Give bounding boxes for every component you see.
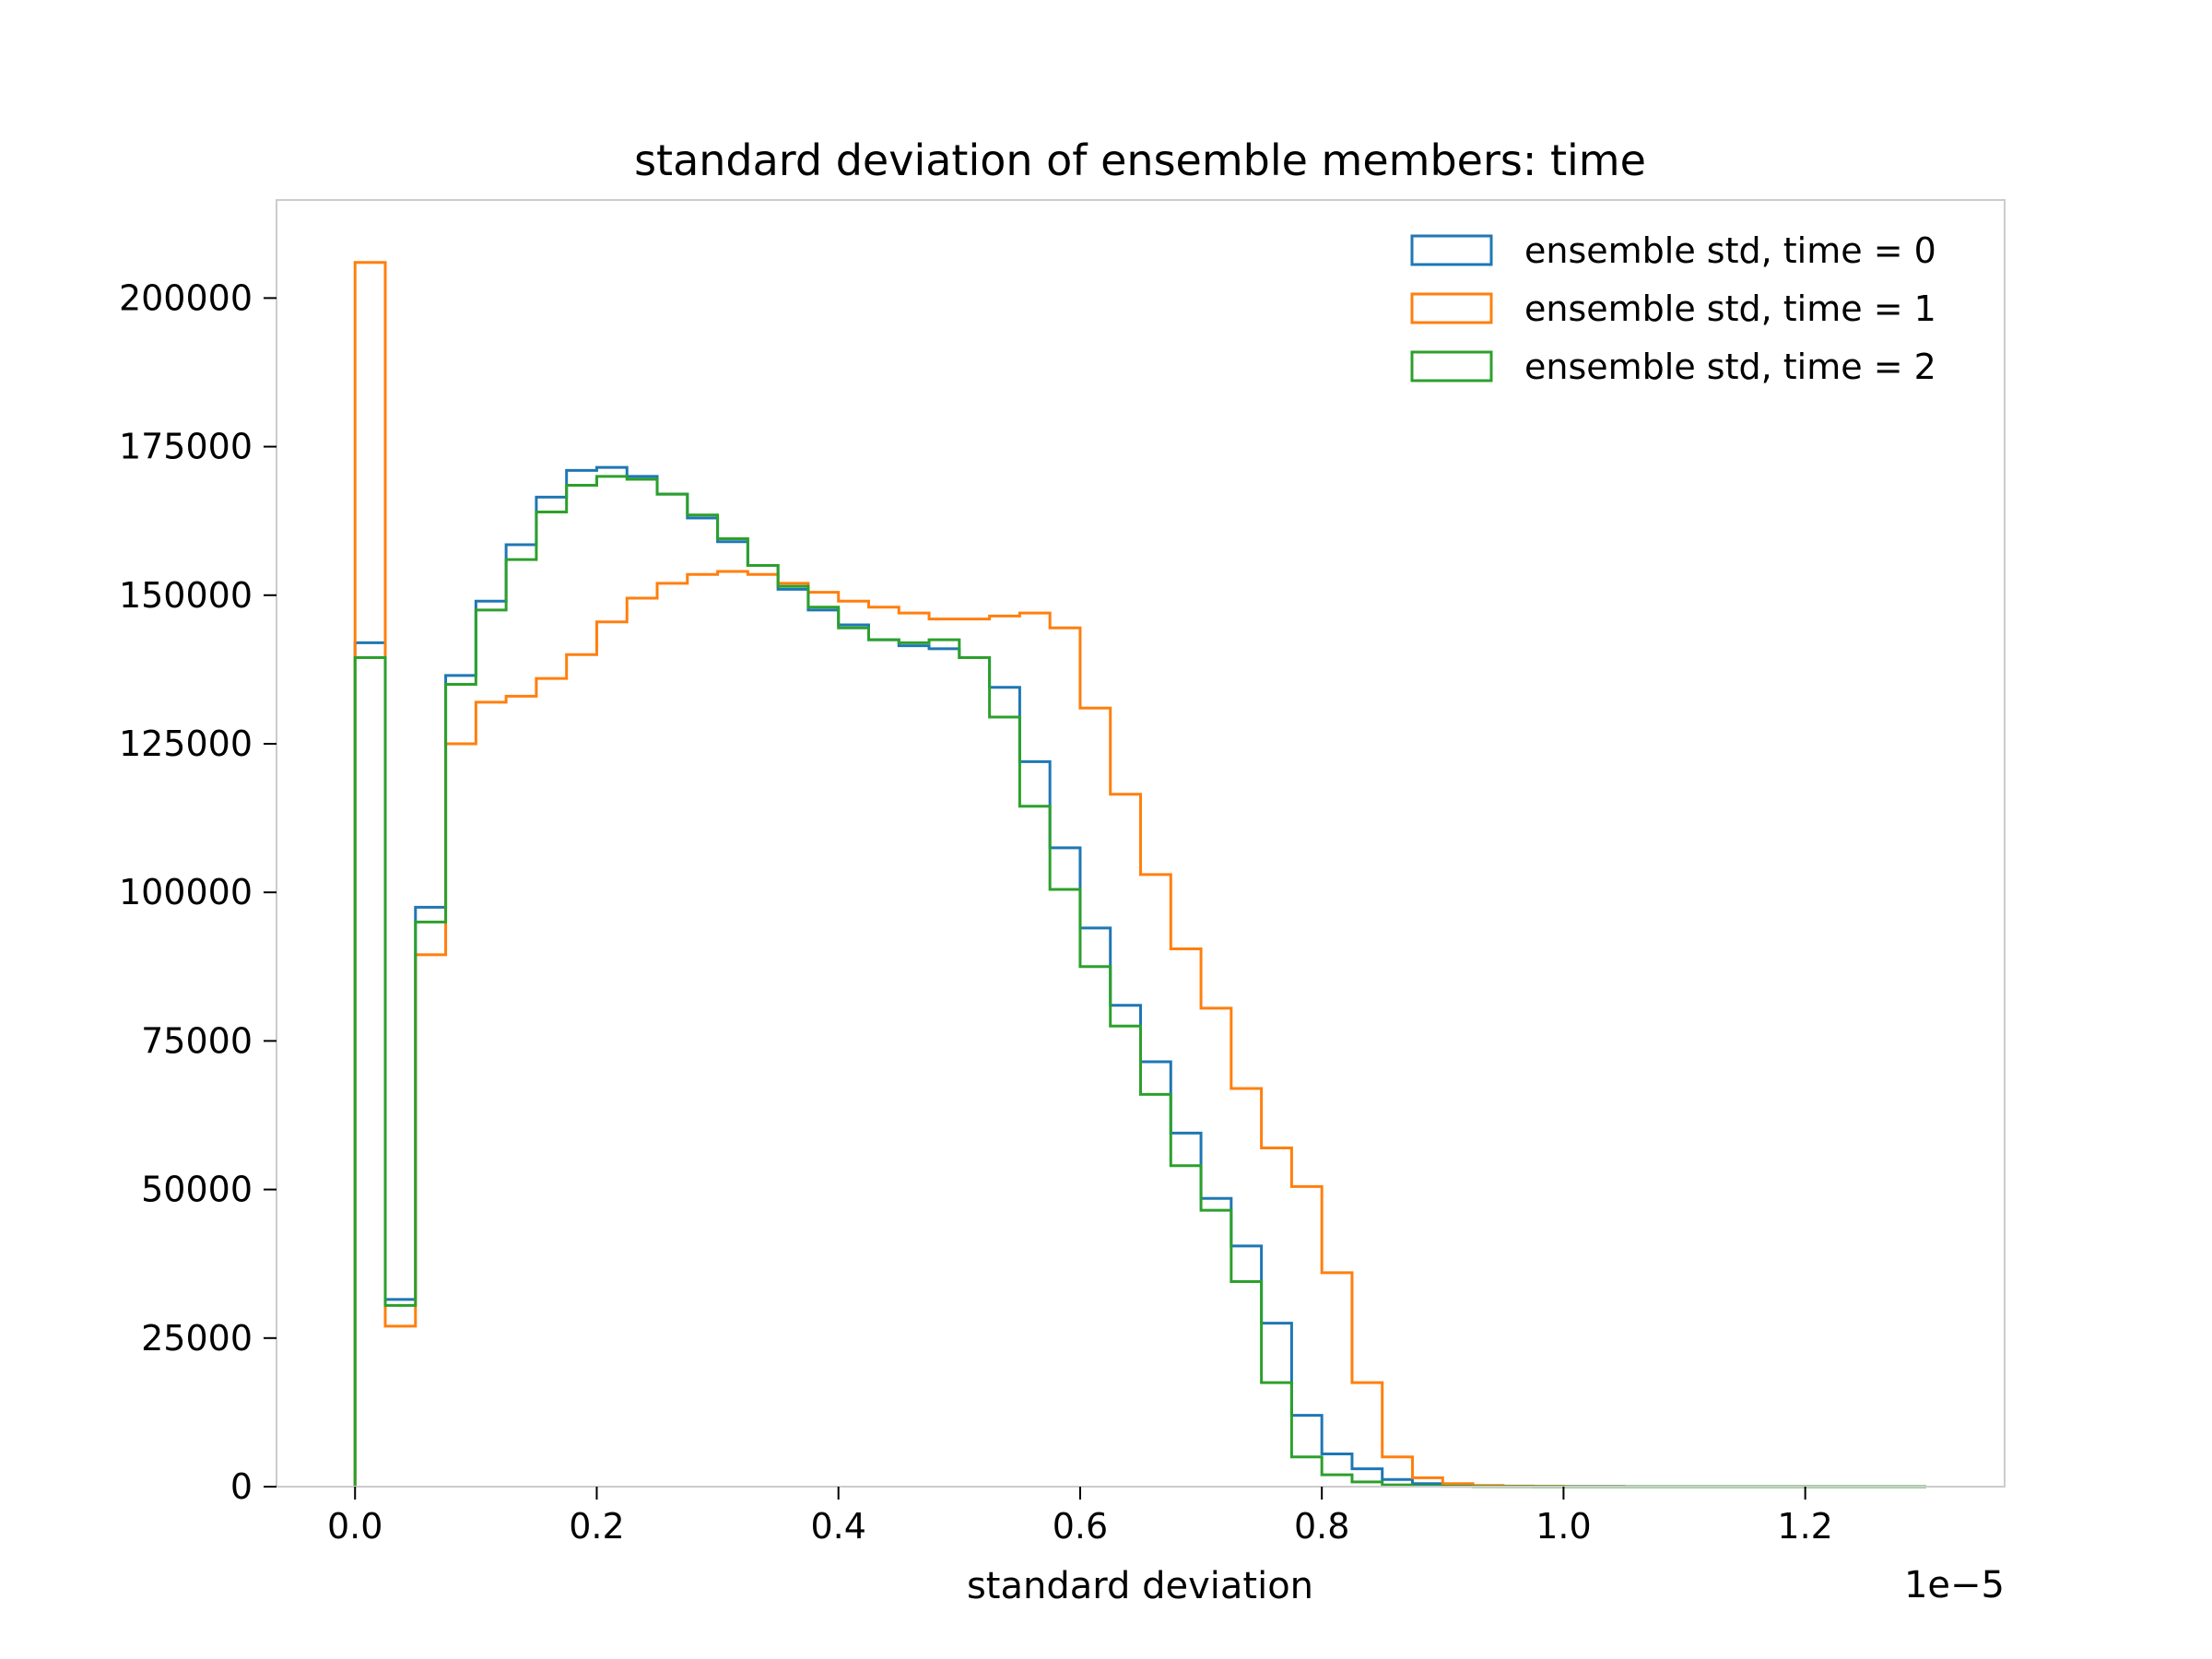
legend-label: ensemble std, time = 1	[1524, 288, 1936, 329]
legend-label: ensemble std, time = 0	[1524, 230, 1936, 271]
x-tick-label: 1.0	[1535, 1506, 1591, 1547]
plot-frame	[276, 199, 2006, 1488]
histogram-series-2	[353, 475, 1926, 1488]
y-tick-label: 150000	[119, 575, 253, 616]
legend-swatch	[1410, 234, 1493, 266]
x-axis-label: standard deviation	[967, 1565, 1313, 1607]
legend-swatch	[1410, 350, 1493, 382]
y-tick-label: 75000	[141, 1020, 253, 1061]
x-tick-label: 0.4	[810, 1506, 865, 1547]
x-axis-offset-label: 1e−5	[1904, 1564, 2005, 1606]
histogram-series-0	[353, 465, 1926, 1488]
y-axis-ticks: 0 25000 50000 75000 100000 125000 150000 175000…	[119, 277, 276, 1507]
histogram-series-1	[353, 261, 1926, 1488]
y-tick-label: 100000	[119, 872, 253, 912]
x-axis-ticks: 0.0 0.2 0.4 0.6 0.8 1.0 1.2	[327, 1487, 1833, 1547]
x-tick-label: 0.6	[1053, 1506, 1108, 1547]
x-tick-label: 1.2	[1777, 1506, 1832, 1547]
x-tick-label: 0.0	[327, 1506, 382, 1547]
y-tick-label: 175000	[119, 427, 253, 467]
y-tick-label: 50000	[141, 1170, 253, 1210]
chart-title: standard deviation of ensemble members: …	[634, 135, 1646, 185]
legend: ensemble std, time = 0 ensemble std, time…	[1410, 230, 1936, 387]
y-tick-label: 200000	[119, 277, 253, 318]
y-tick-label: 25000	[141, 1318, 253, 1359]
series-layer	[353, 261, 1926, 1488]
x-tick-label: 0.2	[569, 1506, 624, 1547]
x-tick-label: 0.8	[1294, 1506, 1349, 1547]
y-tick-label: 125000	[119, 724, 253, 764]
y-tick-label: 0	[230, 1466, 253, 1507]
legend-swatch	[1410, 292, 1493, 324]
legend-label: ensemble std, time = 2	[1524, 347, 1936, 387]
